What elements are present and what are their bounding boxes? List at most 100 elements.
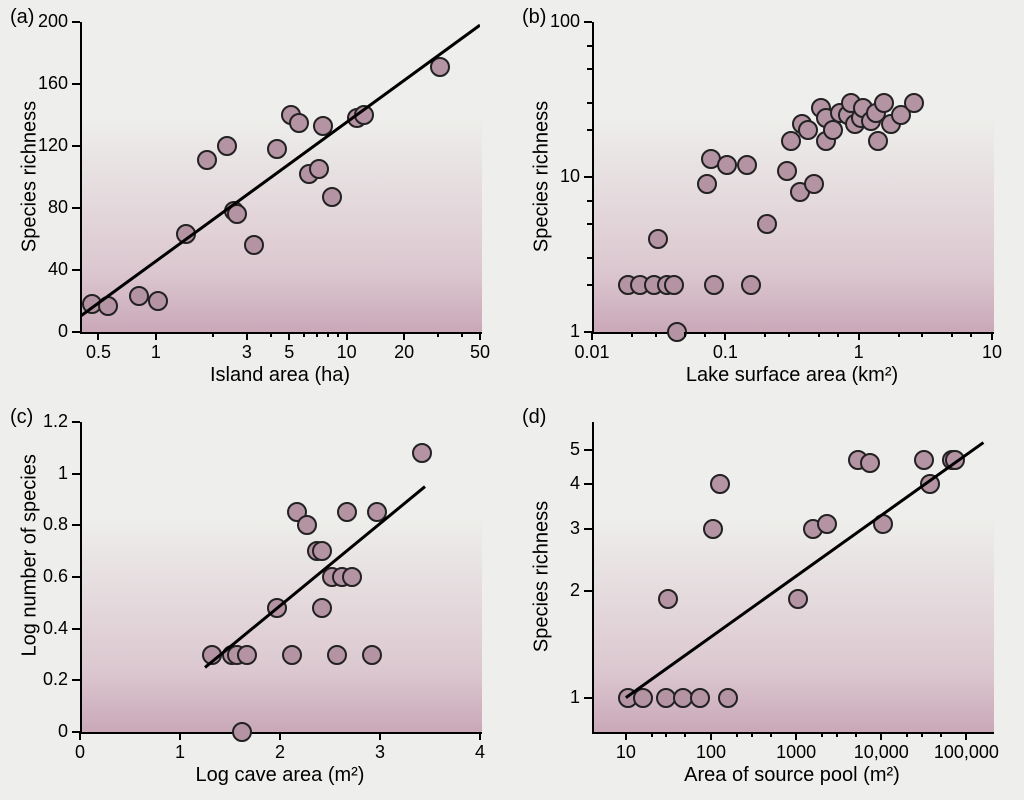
- ylabel-d: Species richness: [531, 497, 554, 657]
- data-point: [804, 174, 824, 194]
- ytick: 1: [512, 698, 592, 699]
- xtick-label: 10: [337, 342, 357, 363]
- data-point: [227, 204, 247, 224]
- xtick-minor: [836, 732, 838, 737]
- xtick-label: 10: [982, 342, 1002, 363]
- data-point: [354, 105, 374, 125]
- data-point: [313, 116, 333, 136]
- xtick-minor: [751, 732, 753, 737]
- data-point: [202, 645, 222, 665]
- figure-grid: (a) 040801201602000.5135102050Species ri…: [0, 0, 1024, 800]
- xtick-minor: [212, 332, 214, 337]
- xtick-minor: [921, 332, 923, 337]
- plot-area-b: [592, 22, 994, 334]
- data-point: [237, 645, 257, 665]
- data-point: [148, 291, 168, 311]
- data-point: [737, 155, 757, 175]
- xtick-label: 1: [854, 342, 864, 363]
- ytick-label: 40: [0, 259, 68, 280]
- xtick-minor: [951, 332, 953, 337]
- xtick-label: 100: [696, 742, 726, 763]
- ytick-minor: [587, 223, 592, 225]
- data-point: [777, 161, 797, 181]
- xtick-minor: [651, 732, 653, 737]
- data-point: [327, 645, 347, 665]
- ytick-minor: [587, 129, 592, 131]
- ytick-minor: [587, 257, 592, 259]
- xtick-minor: [303, 332, 305, 337]
- data-point: [367, 502, 387, 522]
- xtick-label: 100,000: [934, 742, 999, 763]
- xtick-minor: [437, 332, 439, 337]
- data-point: [430, 57, 450, 77]
- data-point: [312, 541, 332, 561]
- data-point: [362, 645, 382, 665]
- xtick-minor: [631, 332, 633, 337]
- xtick-label: 50: [470, 342, 490, 363]
- xtick-label: 10: [616, 742, 636, 763]
- panel-a: (a) 040801201602000.5135102050Species ri…: [0, 0, 512, 400]
- data-point: [868, 131, 888, 151]
- data-point: [914, 450, 934, 470]
- data-point: [904, 93, 924, 113]
- data-point: [920, 474, 940, 494]
- data-point: [267, 139, 287, 159]
- panel-d: (d) 1234510100100010,000100,000Species r…: [512, 400, 1024, 800]
- data-point: [322, 187, 342, 207]
- xtick-minor: [327, 332, 329, 337]
- ytick: 0.2: [0, 680, 80, 681]
- xtick-minor: [898, 332, 900, 337]
- ytick-label: 200: [0, 11, 68, 32]
- ytick-minor: [587, 200, 592, 202]
- xtick-minor: [736, 732, 738, 737]
- data-point: [129, 286, 149, 306]
- data-point: [267, 598, 287, 618]
- xtick-label: 1: [175, 742, 185, 763]
- data-point: [297, 515, 317, 535]
- data-point: [282, 645, 302, 665]
- xtick-minor: [970, 332, 972, 337]
- xtick-minor: [461, 332, 463, 337]
- data-point: [717, 155, 737, 175]
- ytick: 1.2: [0, 422, 80, 423]
- ytick: 0: [0, 332, 80, 333]
- data-point: [817, 514, 837, 534]
- data-point: [697, 174, 717, 194]
- xtick-label: 3: [242, 342, 252, 363]
- ytick: 5: [512, 450, 592, 451]
- xlabel-d: Area of source pool (m²): [592, 764, 992, 787]
- ytick: 4: [512, 484, 592, 485]
- plot-area-a: [80, 22, 482, 334]
- ytick-label: 1: [512, 687, 580, 708]
- data-point: [718, 688, 738, 708]
- xtick-label: 0.5: [86, 342, 111, 363]
- data-point: [412, 443, 432, 463]
- xtick-label: 0.1: [713, 342, 738, 363]
- xtick-minor: [655, 332, 657, 337]
- data-point: [217, 136, 237, 156]
- ylabel-b: Species richness: [531, 97, 554, 257]
- data-point: [757, 214, 777, 234]
- ytick-minor: [587, 45, 592, 47]
- data-point: [197, 150, 217, 170]
- xtick-minor: [337, 332, 339, 337]
- xtick-minor: [684, 332, 686, 337]
- data-point: [945, 450, 965, 470]
- xtick-minor: [855, 732, 857, 737]
- data-point: [648, 229, 668, 249]
- data-point: [309, 159, 329, 179]
- xtick-minor: [270, 332, 272, 337]
- ytick-label: 5: [512, 439, 580, 460]
- ytick-label: 1: [512, 321, 580, 342]
- xtick-label: 0: [75, 742, 85, 763]
- xtick-minor: [764, 332, 766, 337]
- data-point: [176, 224, 196, 244]
- ytick: 160: [0, 84, 80, 85]
- ytick-label: 4: [512, 473, 580, 494]
- xtick-minor: [921, 732, 923, 737]
- xtick-minor: [818, 332, 820, 337]
- xtick-minor: [788, 332, 790, 337]
- xtick-minor: [684, 732, 686, 737]
- ytick: 0: [0, 732, 80, 733]
- xtick-label: 4: [475, 742, 485, 763]
